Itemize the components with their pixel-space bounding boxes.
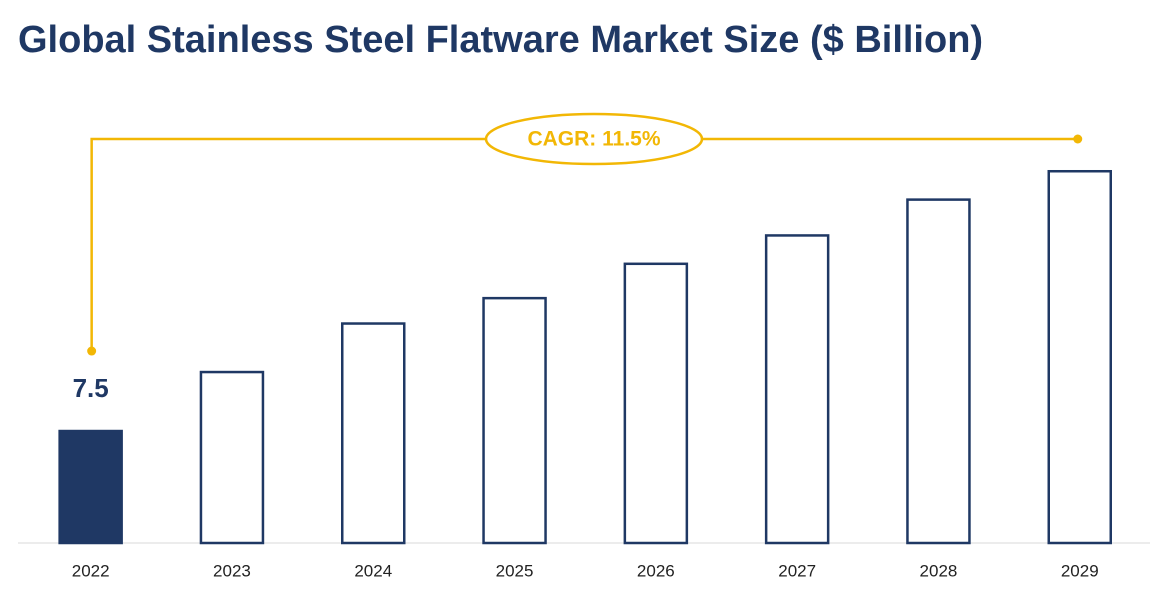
bar bbox=[764, 234, 830, 545]
bar bbox=[1047, 169, 1112, 545]
x-tick-label: 2023 bbox=[213, 561, 251, 580]
cagr-dot bbox=[87, 346, 97, 356]
x-tick-label: 2024 bbox=[354, 561, 392, 580]
x-tick-label: 2028 bbox=[920, 561, 958, 580]
x-tick-label: 2027 bbox=[778, 561, 816, 580]
bar bbox=[623, 262, 689, 545]
cagr-badge bbox=[484, 112, 704, 166]
x-tick-label: 2026 bbox=[637, 561, 675, 580]
bar bbox=[482, 296, 547, 545]
bar bbox=[341, 322, 406, 545]
x-tick-label: 2029 bbox=[1061, 561, 1099, 580]
cagr-line bbox=[90, 137, 1078, 352]
data-label: 7.5 bbox=[73, 373, 109, 403]
bar bbox=[199, 370, 265, 545]
bar bbox=[58, 429, 123, 545]
bar bbox=[906, 198, 971, 545]
cagr-dot bbox=[1073, 134, 1083, 144]
cagr-label: CAGR: 11.5% bbox=[527, 128, 660, 151]
x-tick-label: 2022 bbox=[72, 561, 110, 580]
chart-title: Global Stainless Steel Flatware Market S… bbox=[18, 19, 983, 61]
x-tick-label: 2025 bbox=[496, 561, 534, 580]
